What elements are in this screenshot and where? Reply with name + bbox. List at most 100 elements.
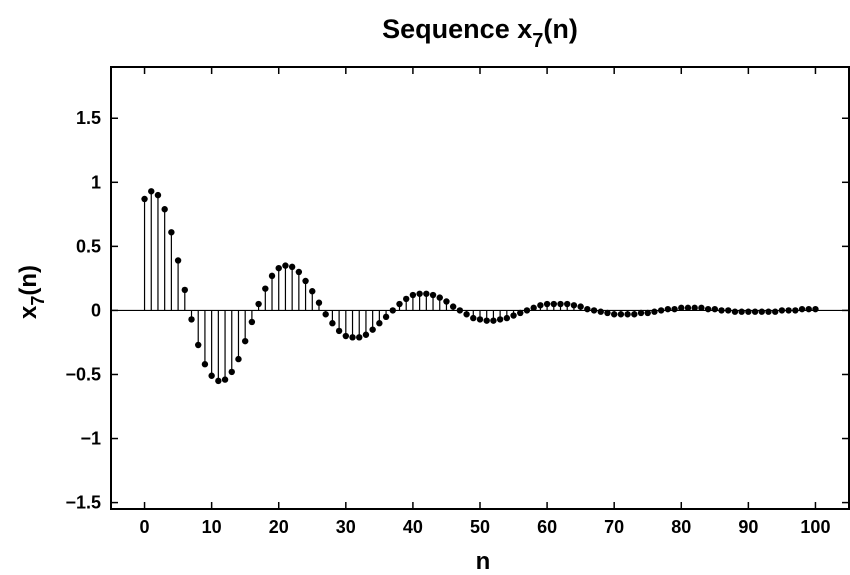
stem-marker (624, 311, 631, 318)
stem-marker (295, 268, 303, 276)
stem-marker (584, 305, 591, 313)
stem-marker (557, 300, 564, 308)
stem-marker (275, 264, 282, 272)
stem-marker (423, 290, 430, 297)
stem-marker (644, 309, 651, 317)
stem-marker (382, 313, 390, 321)
stem-marker (221, 376, 229, 383)
stem-marker (188, 316, 195, 323)
stem-marker (315, 299, 323, 306)
y-tick-label: 1.5 (76, 108, 101, 128)
x-tick-label: 40 (403, 517, 423, 537)
stem-marker (590, 307, 598, 314)
stem-marker (711, 305, 719, 313)
x-tick-label: 10 (202, 517, 222, 537)
stem-marker (429, 291, 437, 299)
stem-marker (792, 307, 799, 314)
stem-marker (657, 307, 665, 314)
stem-marker (309, 288, 316, 295)
stem-marker (168, 229, 175, 236)
stem-marker (725, 307, 732, 314)
stem-marker (268, 272, 276, 280)
stem-marker (302, 277, 309, 285)
stem-marker (651, 308, 658, 315)
stem-lines (143, 191, 817, 381)
stem-marker (389, 307, 396, 314)
stem-marker (342, 332, 350, 340)
stem-marker (369, 326, 376, 333)
stem-marker (805, 305, 812, 313)
stem-marker (778, 307, 786, 314)
stem-marker (255, 300, 262, 308)
stem-marker (349, 334, 356, 341)
x-tick-label: 70 (604, 517, 624, 537)
stem-marker (664, 305, 672, 313)
y-tick-label: 0 (91, 300, 101, 320)
stem-marker (443, 298, 450, 305)
stem-marker (617, 311, 625, 318)
stem-marker (141, 195, 148, 203)
x-tick-label: 30 (336, 517, 356, 537)
stem-marker (161, 206, 168, 213)
stem-marker (416, 290, 423, 297)
stem-marker (456, 307, 464, 314)
stem-marker (718, 307, 725, 314)
stem-marker (564, 300, 571, 308)
stem-marker (215, 377, 222, 385)
stem-marker (517, 309, 524, 317)
stem-marker (470, 314, 477, 322)
x-tick-label: 60 (537, 517, 557, 537)
stem-marker (812, 305, 819, 313)
stem-marker (691, 304, 698, 312)
stem-marker (570, 302, 578, 309)
stem-marker (751, 308, 759, 315)
stem-marker (241, 337, 249, 345)
y-tick-label: 1 (91, 172, 101, 192)
stem-marker (523, 307, 531, 314)
stem-marker (530, 304, 537, 312)
stem-marker (678, 304, 685, 312)
stem-marker (798, 305, 806, 313)
y-tick-label: 0.5 (76, 236, 101, 256)
stem-marker (577, 303, 584, 310)
stem-marker (758, 308, 765, 315)
stem-marker (322, 311, 329, 318)
x-axis-ticks: 0 10 20 30 40 50 60 70 80 90 100 (140, 67, 830, 537)
stem-marker (248, 318, 256, 326)
stem-marker (731, 308, 739, 315)
stem-marker (543, 300, 551, 308)
stem-marker (765, 308, 772, 315)
stem-marker (181, 286, 188, 294)
stem-marker (449, 303, 457, 310)
stem-marker (335, 327, 343, 335)
stem-marker (148, 188, 155, 195)
stem-marker (671, 305, 678, 313)
stem-marker (704, 305, 712, 313)
stem-marker (154, 191, 162, 199)
stem-marker (403, 295, 410, 303)
stem-marker (510, 312, 517, 319)
stem-marker (698, 304, 705, 312)
stem-marker (684, 304, 692, 312)
stem-marker (228, 368, 235, 376)
stem-marker (490, 317, 497, 324)
stem-marker (208, 372, 215, 379)
stem-marker (537, 302, 544, 309)
stem-marker (376, 320, 383, 327)
y-tick-label: −1 (80, 429, 101, 449)
stem-marker (282, 262, 289, 269)
stem-marker (738, 308, 745, 315)
x-tick-label: 80 (671, 517, 691, 537)
stem-marker (409, 291, 417, 299)
stem-marker (201, 361, 209, 368)
stem-marker (610, 311, 618, 318)
stem-marker (463, 311, 470, 318)
stem-marker (174, 257, 182, 264)
y-axis-label: x7(n) (15, 265, 48, 319)
stem-marker (195, 341, 202, 349)
y-axis-ticks: −1.5 −1 −0.5 0 0.5 1 1.5 (65, 108, 849, 513)
chart-title: Sequence x7(n) (382, 14, 578, 52)
stem-marker (550, 300, 557, 308)
x-tick-label: 50 (470, 517, 490, 537)
